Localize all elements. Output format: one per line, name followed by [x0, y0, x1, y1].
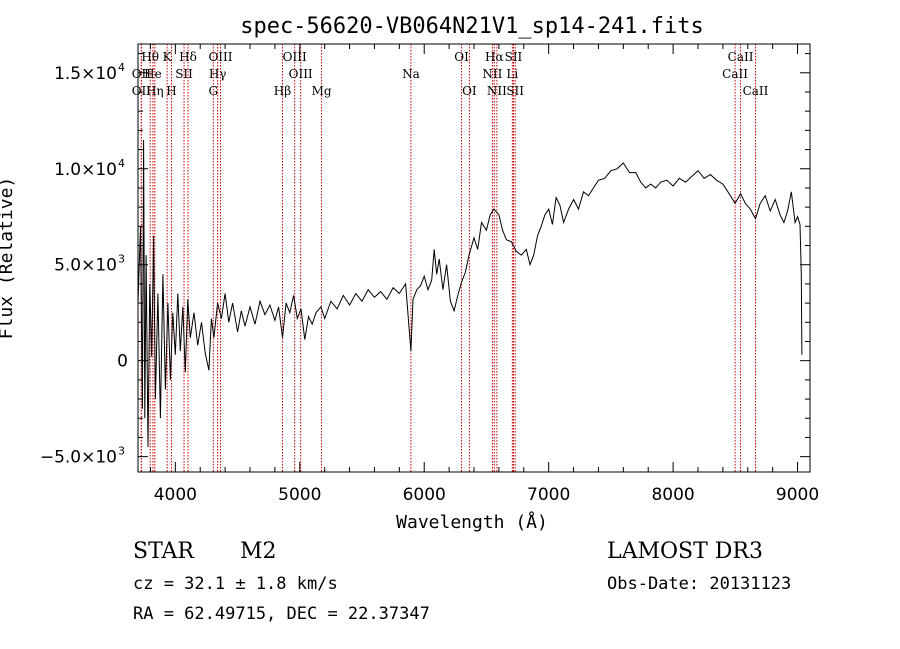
spectral-line-label: OI: [454, 50, 469, 64]
spectral-line-label: Hγ: [209, 67, 227, 81]
spectral-line-label: OIII: [208, 50, 232, 64]
obs-date: Obs-Date: 20131123: [607, 574, 791, 594]
y-tick-exponent: 4: [118, 157, 125, 170]
survey-name: LAMOST DR3: [607, 539, 763, 564]
spectral-line-label: H: [166, 84, 176, 98]
spectral-line-label: Hη: [146, 84, 164, 98]
spectral-line-label: OIII: [289, 67, 313, 81]
spectrum-series-line: [137, 139, 803, 448]
y-axis-ticks: −5.0×10 305.0×10 31.0×10 41.5×10 4: [40, 53, 810, 468]
spectral-line-label: OIII: [283, 50, 307, 64]
spectral-line-label: SII: [505, 50, 523, 64]
spectral-line-label: OII: [132, 67, 152, 81]
spectral-line-label: OI: [462, 84, 477, 98]
x-axis-label: Wavelength (Å): [396, 511, 548, 533]
ra-dec: RA = 62.49715, DEC = 22.37347: [133, 604, 430, 624]
spectral-line-label: CaII: [722, 67, 748, 81]
y-tick-label: 1.5×10: [54, 64, 117, 84]
x-tick-label: 6000: [403, 485, 446, 505]
spectral-line-label: G: [208, 84, 218, 98]
y-axis-label: Flux (Relative): [0, 177, 17, 340]
y-tick-label: 0: [117, 352, 128, 372]
redshift-cz: cz = 32.1 ± 1.8 km/s: [133, 574, 338, 594]
spectral-line-label: CaII: [743, 84, 769, 98]
x-tick-label: 9000: [776, 485, 819, 505]
spectral-line-label: SII: [506, 84, 524, 98]
x-axis-ticks: 4000 5000 6000 7000 8000 9000: [149, 44, 819, 505]
spectral-line-label: Na: [402, 67, 420, 81]
spectral-line-label: Li: [506, 67, 518, 81]
spectral-line-label: Hθ: [141, 50, 159, 64]
plot-frame: [137, 43, 811, 473]
x-tick-label: 4000: [154, 485, 197, 505]
y-tick-label: 1.0×10: [54, 160, 117, 180]
x-tick-label: 7000: [527, 485, 570, 505]
spectral-line-label: Hα: [485, 50, 504, 64]
x-tick-label: 5000: [278, 485, 321, 505]
object-subclass: M2: [240, 539, 277, 564]
y-tick-label: −5.0×10: [40, 448, 117, 468]
spectral-line-label: Hδ: [179, 50, 197, 64]
y-tick-label: 5.0×10: [54, 256, 117, 276]
x-tick-label: 8000: [651, 485, 694, 505]
spectral-line-label: NII: [482, 67, 502, 81]
chart-title: spec-56620-VB064N21V1_sp14-241.fits: [240, 14, 704, 39]
spectral-line-label: Hβ: [274, 84, 291, 98]
object-class: STAR: [133, 539, 195, 564]
spectral-line-label: SII: [175, 67, 193, 81]
y-tick-exponent: 3: [118, 253, 125, 266]
y-tick-exponent: 3: [118, 445, 125, 458]
y-tick-exponent: 4: [118, 61, 125, 74]
spectral-line-label: Mg: [312, 84, 332, 98]
spectral-line-label: NII: [487, 84, 507, 98]
spectral-line-label: CaII: [728, 50, 754, 64]
spectral-line-label: K: [163, 50, 173, 64]
spectral-line-label: He: [144, 67, 162, 81]
spectral-line-label: OII: [132, 84, 152, 98]
spectral-line-markers: [140, 44, 756, 472]
